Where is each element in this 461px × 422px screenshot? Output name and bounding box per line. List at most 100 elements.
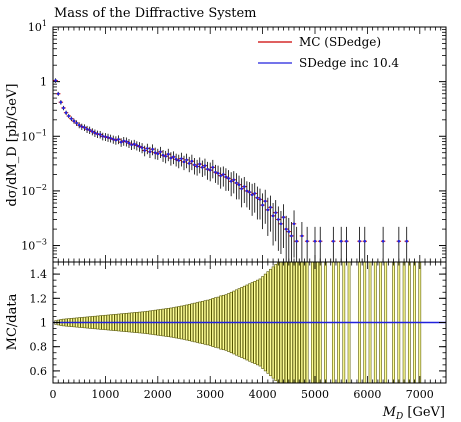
main-y-tick-base: 10 xyxy=(21,185,35,198)
main-y-tick-base: 1 xyxy=(40,76,47,89)
main-y-tick-label: 1 xyxy=(40,76,47,89)
x-tick-label: 3000 xyxy=(196,388,224,401)
x-axis-label-symbol: M xyxy=(382,405,397,420)
data-point xyxy=(75,121,78,125)
data-point xyxy=(83,126,86,129)
data-point xyxy=(313,239,317,243)
data-point xyxy=(237,183,241,186)
data-point xyxy=(292,222,296,226)
data-point xyxy=(282,215,285,219)
data-point xyxy=(59,100,63,104)
main-y-tick-exponent: 1 xyxy=(42,19,47,28)
data-point xyxy=(232,178,236,182)
data-point xyxy=(318,239,322,243)
main-y-tick-exponent: −3 xyxy=(35,238,47,247)
x-tick-label: 2000 xyxy=(144,388,172,401)
data-point xyxy=(187,162,191,165)
data-point xyxy=(119,140,123,144)
data-point xyxy=(216,172,220,175)
main-y-tick-label: 10−3 xyxy=(21,238,47,253)
ratio-y-tick-label: 1.2 xyxy=(30,292,48,305)
data-point xyxy=(266,208,270,212)
data-point xyxy=(166,152,170,156)
legend: MC (SDedge) SDedge inc 10.4 xyxy=(258,35,399,70)
data-point xyxy=(64,111,68,115)
data-point xyxy=(67,114,71,118)
data-point xyxy=(146,147,149,150)
main-y-tick-exponent: −1 xyxy=(35,128,47,137)
ratio-y-ticks: 0.6 0.8 1 1.2 1.4 xyxy=(30,261,446,384)
data-point xyxy=(248,190,251,194)
main-data-points xyxy=(53,78,409,262)
data-point xyxy=(72,119,76,123)
main-y-tick-base: 10 xyxy=(28,21,42,34)
data-point xyxy=(143,149,146,152)
main-y-tick-label: 10−1 xyxy=(21,128,47,143)
data-point xyxy=(258,198,262,201)
data-point xyxy=(156,152,160,155)
data-point xyxy=(240,187,243,190)
main-y-tick-base: 10 xyxy=(21,130,35,143)
x-tick-label: 4000 xyxy=(249,388,277,401)
data-point xyxy=(290,234,293,238)
data-point xyxy=(140,146,144,149)
ratio-y-tick-label: 0.8 xyxy=(30,341,48,354)
x-tick-label: 5000 xyxy=(301,388,329,401)
data-point xyxy=(169,156,173,160)
ratio-x-ticks: 0 1000 2000 3000 4000 5000 6000 7000 xyxy=(50,262,447,401)
data-point xyxy=(148,150,152,154)
data-point xyxy=(287,230,291,233)
data-point xyxy=(127,141,131,145)
main-y-tick-label: 10−2 xyxy=(21,183,47,198)
ratio-y-tick-label: 1.4 xyxy=(30,268,48,281)
data-point xyxy=(201,166,204,169)
x-tick-label: 1000 xyxy=(91,388,119,401)
data-point xyxy=(117,138,120,141)
data-point xyxy=(182,160,186,164)
data-point xyxy=(332,239,335,243)
x-axis-label: MD [GeV] xyxy=(382,405,445,422)
data-point xyxy=(263,199,267,203)
data-point xyxy=(345,239,348,243)
main-y-tick-base: 10 xyxy=(21,240,35,253)
data-point xyxy=(271,214,275,218)
data-point xyxy=(242,185,246,188)
data-point xyxy=(305,239,309,243)
data-point xyxy=(151,147,154,151)
data-point xyxy=(261,203,264,207)
legend-label-mc: MC (SDedge) xyxy=(299,35,381,49)
data-point xyxy=(172,155,175,159)
data-point xyxy=(91,130,94,133)
ratio-plot: 0.6 0.8 1 1.2 1.4 0 1000 2000 3000 4000 5000 6000 7… xyxy=(5,261,447,422)
main-y-axis-label: dσ/dM_D [pb/GeV] xyxy=(5,84,20,207)
data-point xyxy=(219,174,222,177)
data-point xyxy=(208,168,212,172)
data-point xyxy=(256,196,259,200)
data-point xyxy=(164,155,167,158)
data-point xyxy=(211,166,215,169)
data-point xyxy=(277,218,280,221)
data-point xyxy=(229,179,233,183)
data-point xyxy=(224,175,228,179)
main-y-tick-exponent: −2 xyxy=(35,183,47,192)
data-point xyxy=(77,123,81,127)
data-point xyxy=(180,157,183,160)
x-tick-label: 7000 xyxy=(406,388,434,401)
data-point xyxy=(269,206,272,209)
data-point xyxy=(295,239,298,243)
data-point xyxy=(174,157,178,161)
data-point xyxy=(253,192,257,195)
data-point xyxy=(195,165,199,168)
data-point xyxy=(381,239,385,243)
main-y-tick-label: 101 xyxy=(28,19,47,34)
data-point xyxy=(62,106,65,110)
data-point xyxy=(56,92,60,96)
data-point xyxy=(339,239,343,243)
data-point xyxy=(284,227,288,231)
data-point xyxy=(405,239,409,243)
data-point xyxy=(300,234,304,238)
data-point xyxy=(190,159,194,163)
data-point xyxy=(222,173,225,176)
data-point xyxy=(125,140,128,143)
